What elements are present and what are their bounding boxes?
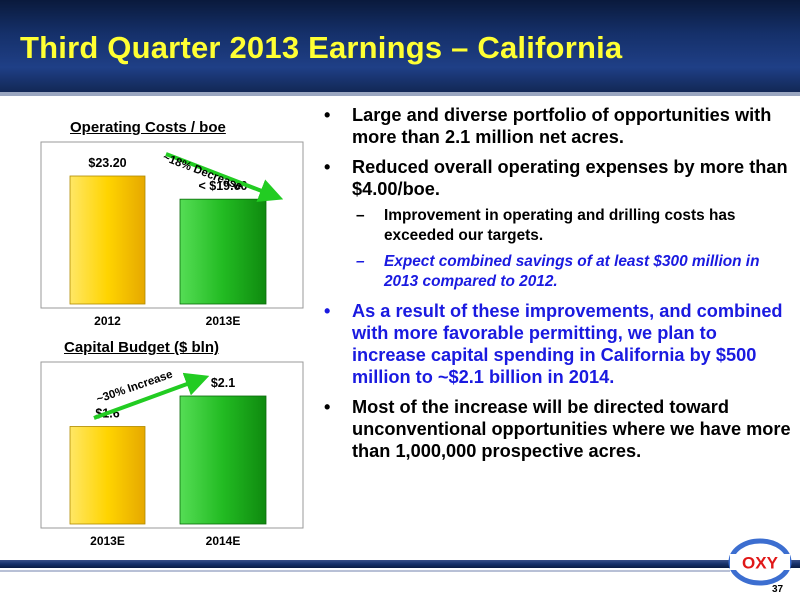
bullet-text: Most of the increase will be directed to…	[352, 397, 791, 461]
bullet-list: • Large and diverse portfolio of opportun…	[322, 104, 792, 470]
sub-bullet: – Expect combined savings of at least $30…	[322, 252, 792, 292]
bullet-text: As a result of these improvements, and c…	[352, 301, 783, 387]
increase-arrow	[93, 372, 210, 420]
sub-bullet: – Improvement in operating and drilling c…	[322, 206, 792, 246]
footer-bar	[0, 560, 800, 568]
bullet-marker: •	[324, 397, 331, 417]
data-label: $2.1	[211, 376, 235, 390]
bullet-text: Improvement in operating and drilling co…	[384, 207, 736, 244]
bullet-text: Large and diverse portfolio of opportuni…	[352, 105, 772, 147]
slide-header: Third Quarter 2013 Earnings – California	[0, 0, 800, 96]
oxy-logo: OXY	[728, 538, 792, 586]
page-number: 37	[772, 584, 784, 595]
footer-line	[0, 570, 730, 572]
logo-text: OXY	[742, 554, 779, 573]
decrease-arrow	[165, 152, 284, 202]
bar-2013e	[69, 426, 146, 525]
chart-title-operating-costs: Operating Costs / boe	[70, 119, 226, 136]
slide-title: Third Quarter 2013 Earnings – California	[20, 30, 623, 65]
bullet-item: • As a result of these improvements, and …	[322, 300, 792, 388]
bullet-item: • Reduced overall operating expenses by m…	[322, 156, 792, 200]
category-label: 2014E	[206, 534, 241, 548]
dash-marker: –	[356, 207, 365, 224]
bullet-text: Reduced overall operating expenses by mo…	[352, 157, 788, 199]
data-label: $23.20	[88, 156, 126, 170]
category-label: 2012	[94, 314, 121, 328]
bar-2012	[69, 175, 146, 305]
category-label: 2013E	[206, 314, 241, 328]
bullet-text: Expect combined savings of at least $300…	[384, 253, 760, 290]
chart-title-capital-budget: Capital Budget ($ bln)	[64, 339, 219, 356]
bullet-marker: •	[324, 105, 331, 125]
bullet-item: • Most of the increase will be directed t…	[322, 396, 792, 462]
bullet-marker: •	[324, 157, 331, 177]
header-rule	[0, 92, 800, 96]
bar-2014e	[179, 395, 267, 525]
category-label: 2013E	[90, 534, 125, 548]
bullet-marker: •	[324, 301, 331, 321]
bullet-item: • Large and diverse portfolio of opportun…	[322, 104, 792, 148]
bar-2013e	[179, 198, 267, 305]
dash-marker: –	[356, 253, 365, 270]
